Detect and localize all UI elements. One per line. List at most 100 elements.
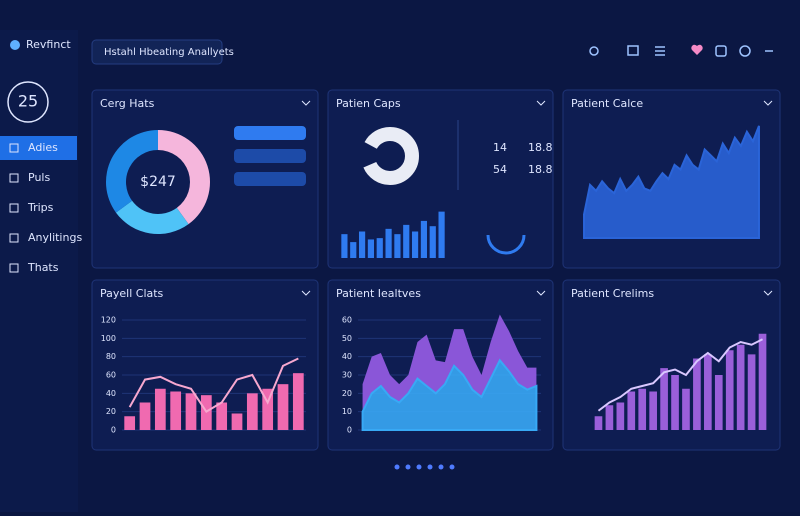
line: [128, 357, 299, 414]
bar: [594, 416, 603, 430]
y-tick-label: 60: [342, 316, 352, 325]
stat: 18.8: [528, 163, 553, 176]
header-title: Hstahl Hbeating Anallyets: [104, 47, 234, 58]
bar: [627, 391, 636, 430]
page-dot[interactable]: [416, 464, 422, 470]
bar: [216, 402, 228, 430]
card: Patient Iealtves 0 10 20 30 40 50 60: [327, 279, 554, 451]
logo: [10, 40, 20, 50]
badge-text: 25: [18, 92, 38, 111]
y-tick-label: 80: [106, 352, 116, 361]
y-tick-label: 20: [342, 389, 352, 398]
area: [583, 125, 760, 239]
area: [362, 314, 537, 412]
bar: [693, 358, 701, 430]
bar: [376, 238, 383, 258]
y-tick-label: 40: [342, 352, 352, 361]
app-name: Revfinct: [26, 38, 71, 51]
bar: [725, 350, 734, 430]
nav-item[interactable]: Thats: [27, 261, 59, 274]
bar: [420, 220, 428, 258]
gauge-arc: [486, 234, 526, 255]
pill: [234, 126, 306, 140]
nav-icon[interactable]: [9, 263, 19, 273]
bar: [411, 231, 419, 258]
card-menu[interactable]: [763, 290, 773, 296]
chat-icon[interactable]: [627, 45, 639, 56]
pie-slice: [158, 130, 211, 225]
heart-icon[interactable]: [691, 44, 703, 55]
bar: [231, 413, 243, 430]
card-title: Patient Crelims: [571, 287, 654, 300]
page-dot[interactable]: [394, 464, 400, 470]
bar: [736, 344, 745, 430]
card-title: Cerg Hats: [100, 97, 155, 110]
page-dot[interactable]: [438, 464, 444, 470]
bell-icon[interactable]: [715, 45, 727, 57]
nav-icon[interactable]: [9, 173, 19, 183]
page-dot[interactable]: [405, 464, 411, 470]
y-tick-label: 40: [106, 389, 116, 398]
bar: [385, 228, 392, 258]
nav-icon[interactable]: [9, 233, 19, 243]
bar: [292, 373, 304, 430]
badge: [7, 81, 49, 123]
card-menu[interactable]: [301, 290, 311, 296]
bar: [246, 393, 258, 430]
menu-icon[interactable]: [655, 46, 665, 56]
bar: [429, 226, 436, 258]
header-box: [91, 39, 223, 65]
bar: [682, 388, 690, 430]
card: Payell Clats 0 20 40 60 80 100 120: [91, 279, 319, 451]
y-tick-label: 50: [342, 334, 352, 343]
stat: 18.8: [528, 141, 553, 154]
bar: [660, 368, 668, 430]
nav-item[interactable]: Anylitings: [28, 231, 82, 244]
bar: [262, 388, 274, 430]
bar: [403, 224, 410, 258]
user-icon[interactable]: [739, 45, 751, 57]
pager[interactable]: [394, 464, 455, 470]
bar: [185, 393, 197, 430]
y-tick-label: 60: [106, 371, 116, 380]
card-menu[interactable]: [536, 290, 546, 296]
area: [361, 358, 538, 431]
nav-item[interactable]: Puls: [28, 171, 50, 184]
card-menu[interactable]: [301, 100, 311, 106]
bar: [671, 375, 679, 430]
bar: [758, 333, 767, 430]
pie-slice: [106, 130, 158, 213]
nav-item[interactable]: Trips: [27, 201, 54, 214]
card-title: Payell Clats: [100, 287, 164, 300]
card-menu[interactable]: [763, 100, 773, 106]
nav-item[interactable]: Adies: [28, 141, 58, 154]
toolbar[interactable]: [589, 44, 773, 57]
y-tick-label: 30: [342, 371, 352, 380]
sidebar: [0, 30, 78, 512]
bar: [394, 234, 401, 258]
bar: [714, 375, 723, 430]
y-tick-label: 120: [101, 316, 116, 325]
nav-icon[interactable]: [9, 203, 19, 213]
bar: [124, 416, 136, 430]
nav-icon[interactable]: [9, 143, 19, 153]
card-title: Patien Caps: [336, 97, 401, 110]
bar: [277, 384, 289, 430]
page-dot[interactable]: [427, 464, 433, 470]
card-title: Patient Iealtves: [336, 287, 421, 300]
center-label: $247: [140, 174, 176, 190]
nav: Adies Puls Trips Anylitings Thats: [0, 136, 82, 274]
card: Patient Crelims: [562, 279, 781, 451]
page-dot[interactable]: [449, 464, 455, 470]
nav-active[interactable]: [0, 136, 77, 160]
card-menu[interactable]: [536, 100, 546, 106]
search-icon[interactable]: [589, 46, 599, 56]
bar: [649, 391, 657, 430]
bar: [747, 354, 756, 430]
bar: [154, 388, 166, 430]
pie-slice: [115, 200, 189, 235]
card: Patient Calce: [562, 89, 781, 269]
gauge: [361, 127, 419, 185]
